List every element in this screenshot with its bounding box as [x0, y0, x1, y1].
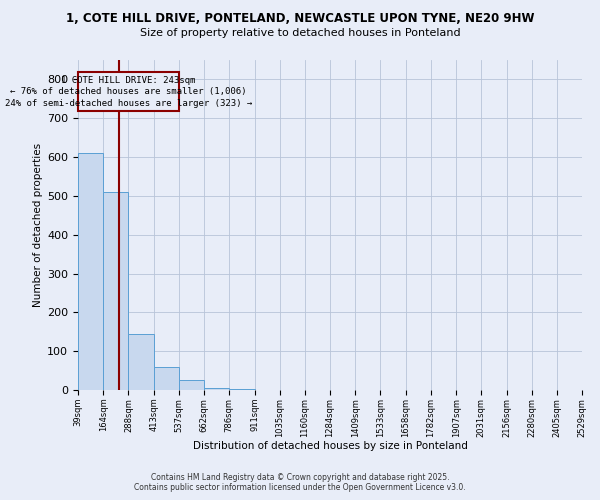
- Text: 24% of semi-detached houses are larger (323) →: 24% of semi-detached houses are larger (…: [5, 100, 252, 108]
- Bar: [128, 334, 154, 390]
- Bar: [179, 380, 204, 390]
- Bar: [154, 366, 179, 390]
- Text: 1, COTE HILL DRIVE, PONTELAND, NEWCASTLE UPON TYNE, NE20 9HW: 1, COTE HILL DRIVE, PONTELAND, NEWCASTLE…: [66, 12, 534, 26]
- Y-axis label: Number of detached properties: Number of detached properties: [33, 143, 43, 307]
- Text: Contains HM Land Registry data © Crown copyright and database right 2025.
Contai: Contains HM Land Registry data © Crown c…: [134, 473, 466, 492]
- Text: Size of property relative to detached houses in Ponteland: Size of property relative to detached ho…: [140, 28, 460, 38]
- Text: ← 76% of detached houses are smaller (1,006): ← 76% of detached houses are smaller (1,…: [10, 88, 247, 96]
- Bar: [78, 153, 103, 390]
- Bar: [103, 192, 128, 390]
- Bar: [78, 72, 179, 111]
- Bar: [229, 389, 254, 390]
- Bar: [204, 388, 229, 390]
- X-axis label: Distribution of detached houses by size in Ponteland: Distribution of detached houses by size …: [193, 441, 467, 451]
- Text: 1 COTE HILL DRIVE: 243sqm: 1 COTE HILL DRIVE: 243sqm: [61, 76, 196, 84]
